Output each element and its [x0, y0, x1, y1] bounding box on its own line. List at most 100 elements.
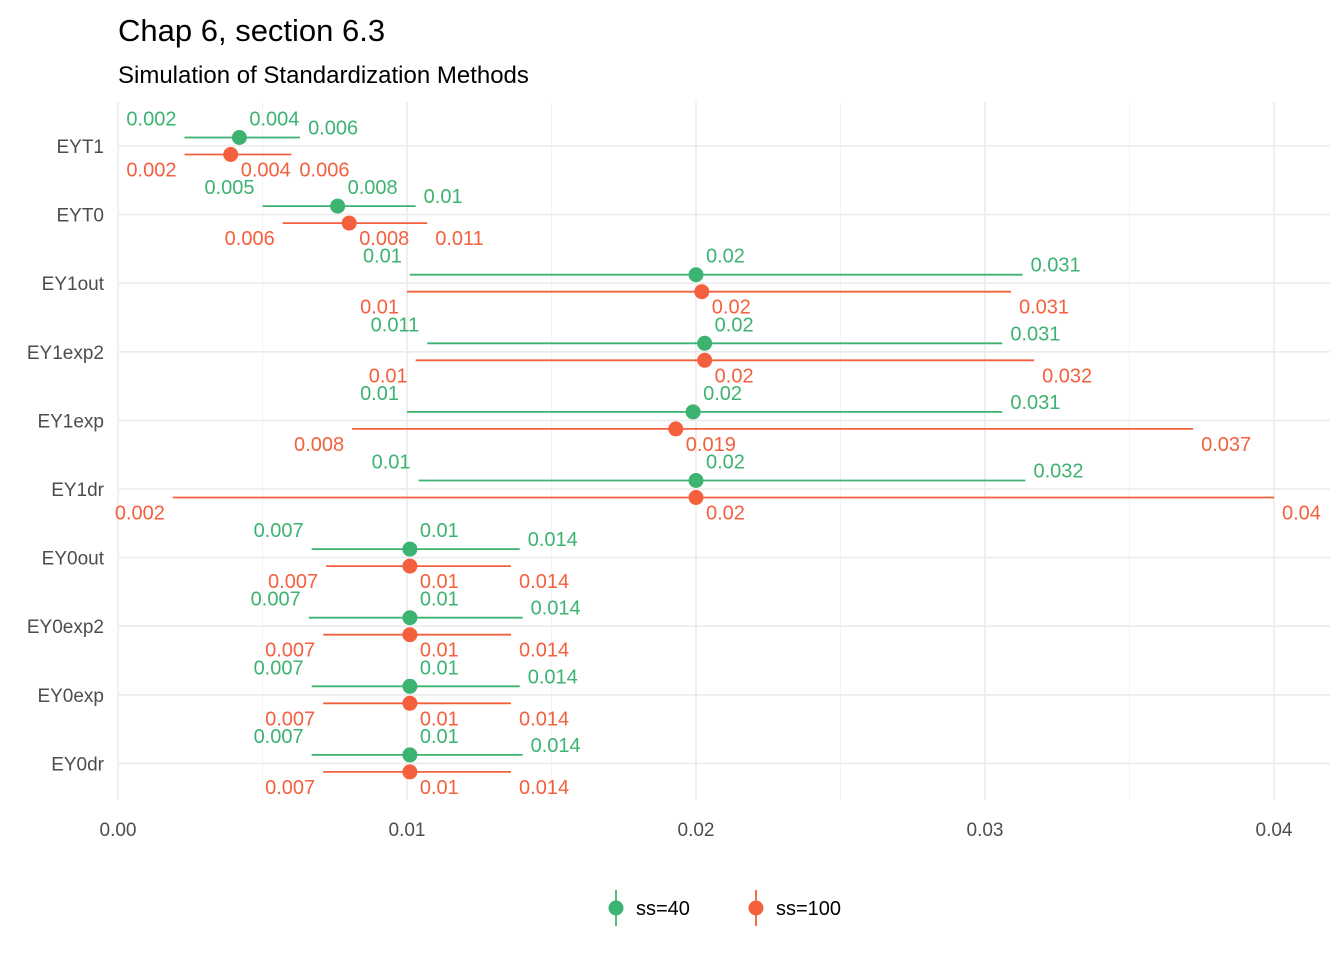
y-tick-label: EY0exp2: [27, 617, 104, 638]
data-label-hi: 0.006: [299, 160, 349, 182]
data-label-est: 0.02: [706, 503, 745, 525]
data-label-lo: 0.01: [360, 383, 399, 405]
y-tick-label: EY1dr: [51, 480, 104, 501]
data-label-est: 0.008: [348, 177, 398, 199]
point-estimate: [688, 267, 704, 283]
data-label-hi: 0.04: [1282, 503, 1321, 525]
data-label-est: 0.02: [703, 383, 742, 405]
data-label-hi: 0.032: [1033, 461, 1083, 483]
point-estimate: [402, 541, 418, 557]
y-tick-label: EY0out: [42, 549, 105, 570]
data-label-lo: 0.011: [371, 314, 420, 336]
data-label-lo: 0.008: [294, 434, 344, 456]
data-label-hi: 0.014: [531, 598, 581, 620]
point-estimate: [697, 352, 713, 368]
data-label-lo: 0.01: [372, 452, 411, 474]
point-estimate: [694, 284, 710, 300]
data-label-hi: 0.014: [519, 777, 569, 799]
data-label-est: 0.02: [715, 365, 754, 387]
data-label-hi: 0.01: [424, 186, 463, 208]
data-label-est: 0.008: [359, 228, 409, 250]
point-estimate: [402, 627, 418, 643]
data-label-hi: 0.031: [1031, 255, 1081, 277]
chart-subtitle: Simulation of Standardization Methods: [118, 62, 529, 89]
x-axis: 0.00 0.01 0.02 0.03 0.04: [100, 820, 1293, 841]
data-label-hi: 0.014: [528, 666, 578, 688]
legend-label: ss=40: [636, 898, 690, 920]
data-label-lo: 0.007: [254, 520, 304, 542]
data-label-lo: 0.002: [126, 109, 176, 131]
data-label-est: 0.02: [715, 314, 754, 336]
data-label-est: 0.02: [706, 246, 745, 268]
data-label-lo: 0.007: [254, 657, 304, 679]
data-label-est: 0.004: [249, 109, 299, 131]
legend-key-point: [748, 900, 764, 916]
y-tick-label: EY1out: [42, 274, 105, 295]
chart-title: Chap 6, section 6.3: [118, 13, 385, 48]
data-label-hi: 0.031: [1019, 297, 1069, 319]
y-tick-label: EY1exp2: [27, 343, 104, 364]
data-label-est: 0.019: [686, 434, 736, 456]
legend-item-ss=40: ss=40: [608, 890, 690, 926]
data-label-lo: 0.006: [225, 228, 275, 250]
data-label-lo: 0.005: [204, 177, 254, 199]
data-label-lo: 0.007: [265, 640, 315, 662]
point-estimate: [402, 764, 418, 780]
data-label-lo: 0.007: [251, 589, 301, 611]
data-label-lo: 0.007: [265, 777, 315, 799]
x-tick-label: 0.02: [678, 820, 715, 841]
legend-item-ss=100: ss=100: [748, 890, 841, 926]
data-label-est: 0.01: [420, 571, 459, 593]
data-label-lo: 0.007: [265, 708, 315, 730]
y-tick-label: EYT1: [56, 137, 104, 158]
point-estimate: [330, 198, 346, 214]
data-label-lo: 0.01: [363, 246, 402, 268]
data-label-lo: 0.007: [254, 726, 304, 748]
point-estimate: [223, 147, 239, 162]
legend: ss=40 ss=100: [608, 890, 841, 926]
point-estimate: [697, 335, 713, 351]
legend-key-point: [608, 900, 624, 916]
data-label-hi: 0.011: [435, 228, 484, 250]
data-label-hi: 0.014: [528, 529, 578, 551]
data-label-est: 0.01: [420, 640, 459, 662]
y-tick-label: EYT0: [56, 206, 104, 227]
series-layer: [172, 130, 1274, 780]
y-tick-label: EY0exp: [37, 686, 104, 707]
data-label-hi: 0.014: [519, 640, 569, 662]
data-label-hi: 0.032: [1042, 365, 1092, 387]
series-ss=40: [184, 130, 1026, 763]
data-label-hi: 0.014: [519, 571, 569, 593]
x-tick-label: 0.04: [1256, 820, 1293, 841]
data-label-est: 0.01: [420, 777, 459, 799]
point-estimate: [402, 558, 418, 574]
grid: [117, 102, 1330, 800]
point-estimate: [688, 490, 704, 505]
point-estimate: [402, 695, 418, 711]
data-label-lo: 0.002: [126, 160, 176, 182]
data-label-hi: 0.014: [531, 735, 581, 757]
data-label-hi: 0.031: [1010, 323, 1060, 345]
x-tick-label: 0.00: [100, 820, 137, 841]
data-label-est: 0.01: [420, 589, 459, 611]
y-tick-label: EY1exp: [37, 411, 104, 432]
data-label-hi: 0.006: [308, 118, 358, 140]
point-estimate: [685, 404, 701, 420]
data-label-est: 0.01: [420, 520, 459, 542]
data-label-hi: 0.031: [1010, 392, 1060, 414]
point-estimate: [402, 747, 418, 763]
data-label-hi: 0.037: [1201, 434, 1251, 456]
point-estimate: [668, 421, 684, 437]
point-estimate: [402, 678, 418, 694]
x-tick-label: 0.01: [389, 820, 426, 841]
data-label-hi: 0.014: [519, 708, 569, 730]
series-ss=100: [172, 147, 1274, 780]
point-estimate: [231, 130, 247, 145]
x-tick-label: 0.03: [967, 820, 1004, 841]
data-label-est: 0.01: [420, 657, 459, 679]
point-estimate: [688, 473, 704, 488]
point-estimate: [402, 610, 418, 626]
data-label-est: 0.01: [420, 726, 459, 748]
